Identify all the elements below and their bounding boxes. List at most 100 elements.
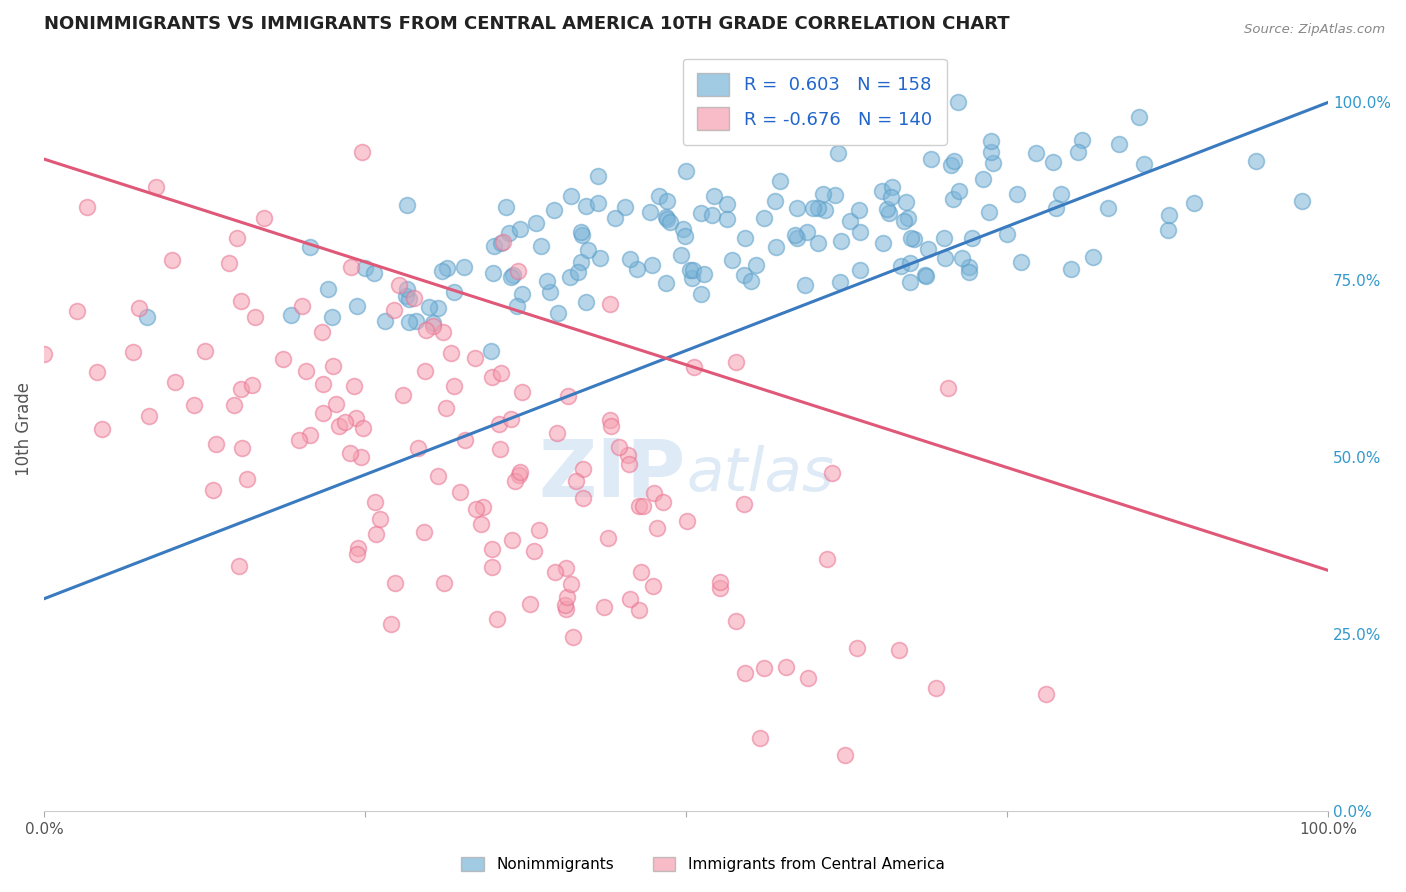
Point <box>765 240 787 254</box>
Point <box>183 398 205 412</box>
Point <box>479 343 502 358</box>
Text: atlas: atlas <box>686 445 834 504</box>
Point <box>745 258 768 272</box>
Point <box>465 502 488 516</box>
Point <box>388 277 411 292</box>
Point <box>1035 688 1057 702</box>
Point <box>734 231 756 245</box>
Point <box>848 203 870 218</box>
Point <box>588 196 610 211</box>
Point <box>603 211 626 226</box>
Point <box>402 291 425 305</box>
Point <box>785 227 807 242</box>
Point <box>827 145 849 160</box>
Point <box>948 184 970 198</box>
Point <box>641 258 664 272</box>
Point <box>554 599 576 613</box>
Text: Source: ZipAtlas.com: Source: ZipAtlas.com <box>1244 23 1385 37</box>
Point <box>645 521 668 535</box>
Point <box>807 235 830 250</box>
Point <box>291 299 314 313</box>
Point <box>703 189 725 203</box>
Point <box>900 231 922 245</box>
Point <box>914 268 936 282</box>
Point <box>321 310 343 324</box>
Point <box>571 228 593 243</box>
Point <box>689 206 711 220</box>
Point <box>344 410 367 425</box>
Point <box>86 365 108 379</box>
Point <box>384 575 406 590</box>
Point <box>709 575 731 590</box>
Point <box>716 197 738 211</box>
Point <box>353 261 375 276</box>
Point <box>501 533 523 547</box>
Point <box>222 398 245 412</box>
Point <box>588 169 610 183</box>
Point <box>295 364 318 378</box>
Point <box>599 418 621 433</box>
Point <box>231 382 253 396</box>
Point <box>801 201 824 215</box>
Point <box>655 210 678 224</box>
Point <box>599 413 621 427</box>
Point <box>544 565 567 579</box>
Point <box>502 268 524 282</box>
Point <box>734 666 756 681</box>
Point <box>934 251 956 265</box>
Point <box>470 517 492 532</box>
Point <box>506 299 529 313</box>
Point <box>950 251 973 265</box>
Point <box>740 274 762 288</box>
Point <box>311 325 333 339</box>
Point <box>849 225 872 239</box>
Point <box>481 369 503 384</box>
Point <box>716 212 738 227</box>
Point <box>654 276 676 290</box>
Point <box>443 285 465 299</box>
Point <box>510 287 533 301</box>
Point <box>917 243 939 257</box>
Point <box>243 310 266 324</box>
Point <box>598 531 620 545</box>
Point <box>352 145 374 159</box>
Point <box>333 415 356 429</box>
Point <box>752 661 775 675</box>
Point <box>316 282 339 296</box>
Point <box>725 614 748 628</box>
Point <box>433 575 456 590</box>
Point <box>536 274 558 288</box>
Point <box>560 188 582 202</box>
Point <box>942 192 965 206</box>
Point <box>538 285 561 299</box>
Point <box>298 240 321 254</box>
Point <box>366 527 388 541</box>
Point <box>575 199 598 213</box>
Point <box>939 157 962 171</box>
Point <box>271 351 294 366</box>
Point <box>794 278 817 293</box>
Point <box>501 412 523 426</box>
Point <box>1025 146 1047 161</box>
Point <box>432 263 454 277</box>
Point <box>876 202 898 216</box>
Point <box>492 235 515 250</box>
Point <box>957 260 980 274</box>
Point <box>510 384 533 399</box>
Point <box>235 472 257 486</box>
Text: NONIMMIGRANTS VS IMMIGRANTS FROM CENTRAL AMERICA 10TH GRADE CORRELATION CHART: NONIMMIGRANTS VS IMMIGRANTS FROM CENTRAL… <box>44 15 1010 33</box>
Point <box>240 377 263 392</box>
Point <box>828 275 851 289</box>
Point <box>925 681 948 695</box>
Point <box>754 211 776 225</box>
Point <box>128 301 150 315</box>
Point <box>382 303 405 318</box>
Point <box>733 268 755 282</box>
Point <box>617 448 640 462</box>
Point <box>312 406 335 420</box>
Point <box>547 306 569 320</box>
Point <box>980 134 1002 148</box>
Point <box>683 360 706 375</box>
Point <box>898 275 921 289</box>
Point <box>830 234 852 248</box>
